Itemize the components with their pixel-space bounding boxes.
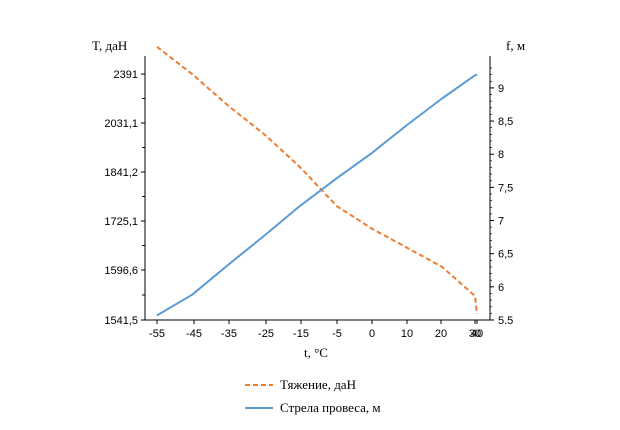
- legend-label-tension: Тяжение, даН: [280, 377, 356, 392]
- x-tick-label: -5: [332, 328, 342, 340]
- x-tick-label: 30: [469, 328, 481, 340]
- y-right-tick-label: 9: [498, 83, 504, 95]
- y-right-tick-label: 5.5: [498, 315, 513, 327]
- x-tick-label: 0: [369, 328, 375, 340]
- y-left-tick-label: 1841,2: [104, 167, 138, 179]
- y-right-axis-title: f, м: [506, 38, 525, 53]
- legend: Тяжение, даН Стрела провеса, м: [245, 377, 381, 415]
- legend-label-sag: Стрела провеса, м: [280, 400, 381, 415]
- y-left-tick-label: 2031,1: [104, 118, 138, 130]
- x-tick-label: -45: [186, 328, 202, 340]
- y-right-tick-label: 6,5: [498, 249, 513, 261]
- y-right-tick-label: 7: [498, 216, 504, 228]
- y-right-tick-label: 8: [498, 149, 504, 161]
- x-tick-label: -35: [221, 328, 237, 340]
- series-line-tension: [156, 46, 478, 315]
- x-tick-label: -15: [293, 328, 309, 340]
- x-tick-label: -25: [258, 328, 274, 340]
- y-right-tick-label: 7,5: [498, 182, 513, 194]
- y-right-tick-label: 6: [498, 282, 504, 294]
- x-axis-title: t, °C: [304, 345, 328, 360]
- x-tick-label: 10: [401, 328, 413, 340]
- tick-labels: 2391 2031,1 1841,2 1725,1 1596,6 1541,5 9 8,5 8 7…: [104, 69, 513, 340]
- series-line-sag: [156, 73, 478, 317]
- x-tick-label: 40: [471, 328, 483, 340]
- x-tick-label: -55: [149, 328, 165, 340]
- y-left-tick-label: 1596,6: [104, 265, 138, 277]
- y-left-tick-label: 1725,1: [104, 216, 138, 228]
- y-left-tick-label: 1541,5: [104, 315, 138, 327]
- y-left-tick-label: 2391: [114, 69, 138, 81]
- series-lines: [156, 46, 478, 317]
- y-right-tick-label: 8,5: [498, 116, 513, 128]
- x-tick-label: 20: [435, 328, 447, 340]
- y-left-axis-title: T, даН: [92, 38, 127, 53]
- axes: [141, 56, 494, 324]
